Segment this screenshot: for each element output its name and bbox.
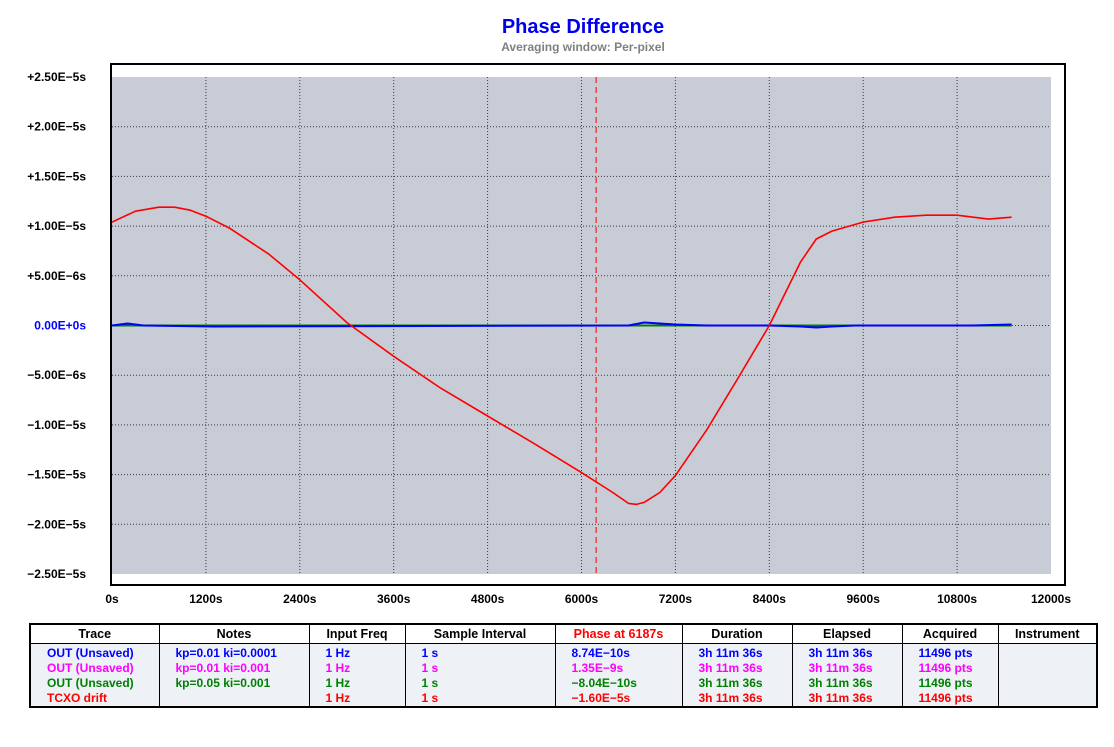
y-tick-label: −2.00E−5s <box>27 517 86 531</box>
header-instrument: Instrument <box>997 623 1098 644</box>
table-cell: 11496 pts <box>901 643 999 661</box>
y-tick-label: +2.50E−5s <box>27 70 86 84</box>
table-cell: 3h 11m 36s <box>681 676 793 691</box>
table-cell <box>997 691 1098 707</box>
table-cell: 1 Hz <box>308 676 406 691</box>
table-cell: 8.74E−10s <box>554 643 683 661</box>
header-input-freq: Input Freq <box>308 623 406 644</box>
table-cell: 3h 11m 36s <box>791 661 903 676</box>
table-cell: TCXO drift <box>29 691 160 707</box>
y-tick-label: −5.00E−6s <box>27 368 86 382</box>
table-cell: kp=0.05 ki=0.001 <box>158 676 310 691</box>
table-cell: 1 s <box>404 661 556 676</box>
x-tick-label: 1200s <box>189 592 223 606</box>
table-cell: 3h 11m 36s <box>681 661 793 676</box>
table-cell <box>158 691 310 707</box>
x-tick-label: 4800s <box>471 592 505 606</box>
table-cell: 3h 11m 36s <box>791 643 903 661</box>
table-cell: OUT (Unsaved) <box>29 661 160 676</box>
table-cell: OUT (Unsaved) <box>29 643 160 661</box>
table-row[interactable]: OUT (Unsaved) kp=0.01 ki=0.0001 1 Hz 1 s 8.7… <box>29 643 1098 661</box>
header-acquired: Acquired <box>901 623 999 644</box>
x-tick-label: 6000s <box>565 592 599 606</box>
table-row[interactable]: TCXO drift 1 Hz 1 s −1.60E−5s 3h 11m 36s 3h 1… <box>29 691 1098 707</box>
x-tick-label: 12000s <box>1031 592 1071 606</box>
table-cell: 3h 11m 36s <box>681 691 793 707</box>
table-cell: −1.60E−5s <box>554 691 683 707</box>
x-tick-label: 7200s <box>659 592 693 606</box>
y-tick-label: −1.50E−5s <box>27 468 86 482</box>
table-cell: 1 Hz <box>308 691 406 707</box>
grid-lines <box>112 77 1051 574</box>
chart-title: Phase Difference <box>501 16 665 38</box>
x-tick-label: 8400s <box>753 592 787 606</box>
series-line-1 <box>111 321 1012 329</box>
table-cell <box>997 676 1098 691</box>
phase-difference-chart[interactable]: +2.50E−5s +2.00E−5s +1.50E−5s +1.00E−5s +5.0… <box>0 0 1114 610</box>
x-axis-tick-labels: 0s 1200s 2400s 3600s 4800s 6000s 7200s 8400s 960… <box>105 592 1071 606</box>
table-cell <box>997 661 1098 676</box>
header-phase: Phase at 6187s <box>554 623 683 644</box>
table-cell: 1 Hz <box>308 661 406 676</box>
table-cell: 1 Hz <box>308 643 406 661</box>
table-cell <box>997 643 1098 661</box>
table-cell: kp=0.01 ki=0.0001 <box>158 643 310 661</box>
y-tick-label: +1.00E−5s <box>27 219 86 233</box>
table-cell: 3h 11m 36s <box>791 676 903 691</box>
y-tick-label: −2.50E−5s <box>27 567 86 581</box>
header-notes: Notes <box>158 623 310 644</box>
x-tick-label: 0s <box>105 592 119 606</box>
table-cell: 1 s <box>404 676 556 691</box>
header-trace: Trace <box>29 623 160 644</box>
table-cell: 11496 pts <box>901 661 999 676</box>
y-tick-label: 0.00E+0s <box>34 319 86 333</box>
table-cell: OUT (Unsaved) <box>29 676 160 691</box>
table-cell: kp=0.01 ki=0.001 <box>158 661 310 676</box>
table-cell: 3h 11m 36s <box>681 643 793 661</box>
table-cell: 1.35E−9s <box>554 661 683 676</box>
y-tick-label: −1.00E−5s <box>27 418 86 432</box>
series-line-4 <box>111 206 1012 506</box>
table-cell: −8.04E−10s <box>554 676 683 691</box>
x-tick-label: 10800s <box>937 592 977 606</box>
y-axis-tick-labels: +2.50E−5s +2.00E−5s +1.50E−5s +1.00E−5s +5.0… <box>27 70 86 581</box>
header-sample-interval: Sample Interval <box>404 623 556 644</box>
header-duration: Duration <box>681 623 793 644</box>
table-cell: 1 s <box>404 643 556 661</box>
y-tick-label: +2.00E−5s <box>27 120 86 134</box>
table-cell: 11496 pts <box>901 676 999 691</box>
table-row[interactable]: OUT (Unsaved) kp=0.01 ki=0.001 1 Hz 1 s 1.35… <box>29 661 1098 676</box>
y-tick-label: +5.00E−6s <box>27 269 86 283</box>
series-group <box>111 206 1012 506</box>
trace-table: Trace Notes Input Freq Sample Interval P… <box>29 623 1098 708</box>
chart-subtitle: Averaging window: Per-pixel <box>501 40 665 54</box>
x-tick-label: 3600s <box>377 592 411 606</box>
y-tick-label: +1.50E−5s <box>27 169 86 183</box>
x-tick-label: 2400s <box>283 592 317 606</box>
table-cell: 11496 pts <box>901 691 999 707</box>
table-cell: 1 s <box>404 691 556 707</box>
table-header-row: Trace Notes Input Freq Sample Interval P… <box>29 623 1098 644</box>
x-tick-label: 9600s <box>847 592 881 606</box>
table-cell: 3h 11m 36s <box>791 691 903 707</box>
table-row[interactable]: OUT (Unsaved) kp=0.05 ki=0.001 1 Hz 1 s −8.0… <box>29 676 1098 691</box>
header-elapsed: Elapsed <box>791 623 903 644</box>
